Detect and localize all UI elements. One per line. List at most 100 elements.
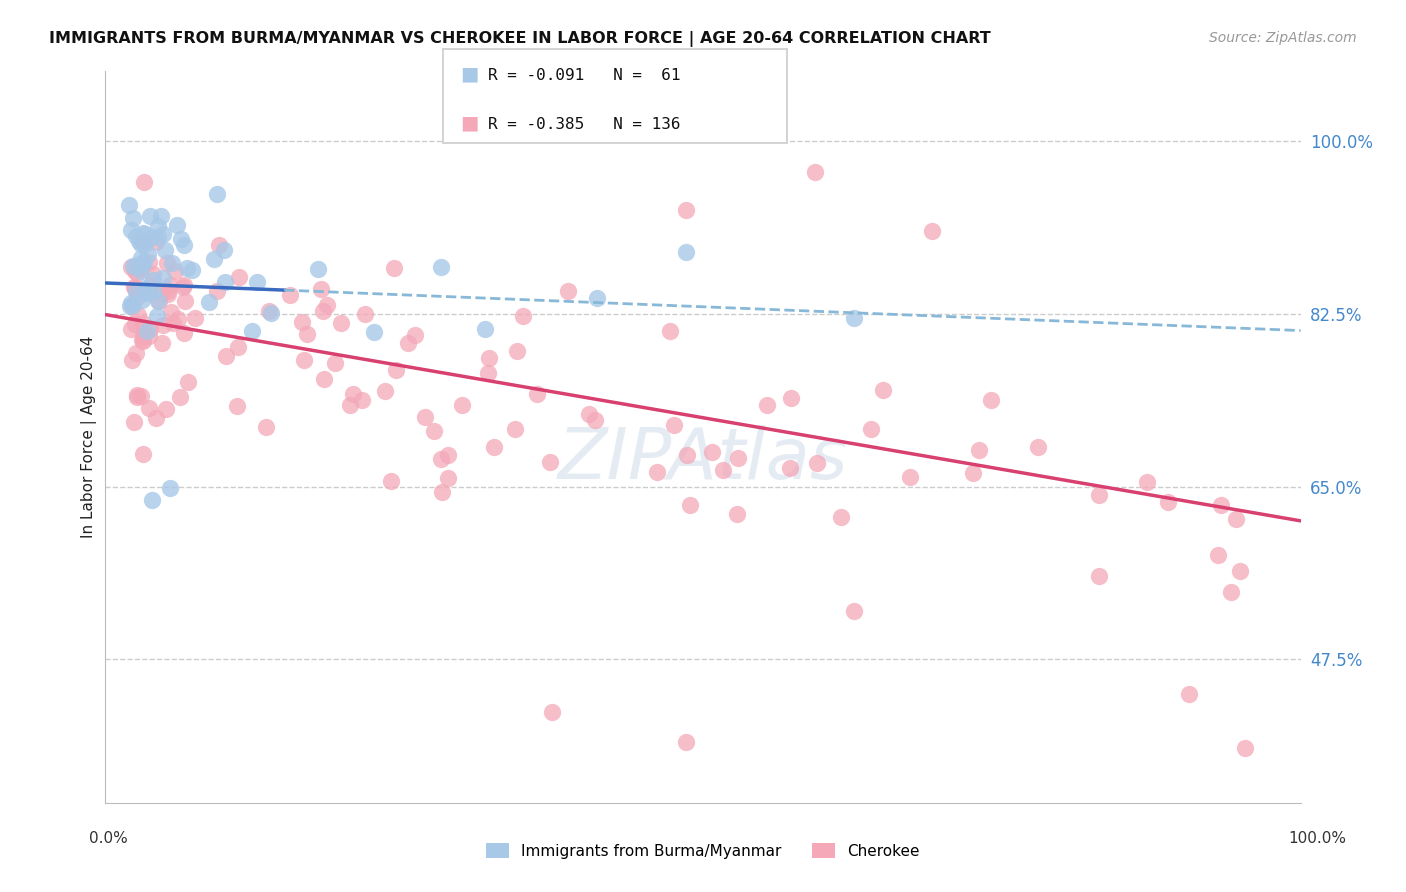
Point [541, 705, 564, 719]
Point [226, 340, 249, 354]
Point [969, 443, 991, 458]
Point [132, 255, 155, 269]
Point [212, 243, 235, 257]
Point [702, 445, 724, 459]
Point [780, 391, 803, 405]
Point [124, 285, 146, 299]
Point [132, 235, 155, 250]
Point [150, 210, 173, 224]
Point [173, 238, 195, 252]
Point [131, 333, 153, 347]
Point [125, 388, 148, 402]
Point [132, 334, 155, 349]
Point [350, 393, 373, 408]
Point [142, 273, 165, 287]
Point [779, 460, 801, 475]
Point [1233, 741, 1256, 756]
Point [131, 252, 153, 266]
Point [900, 470, 922, 484]
Point [309, 282, 332, 296]
Point [478, 351, 501, 366]
Point [160, 305, 183, 319]
Point [135, 283, 157, 297]
Point [291, 315, 314, 329]
Point [155, 402, 177, 417]
Text: 100.0%: 100.0% [1288, 831, 1347, 846]
Point [647, 465, 669, 479]
Point [129, 264, 152, 278]
Point [962, 467, 984, 481]
Point [181, 263, 204, 277]
Point [240, 324, 263, 338]
Point [134, 237, 156, 252]
Point [396, 336, 419, 351]
Point [311, 303, 333, 318]
Point [430, 484, 453, 499]
Point [159, 482, 181, 496]
Point [174, 293, 197, 308]
Point [138, 401, 160, 416]
Point [727, 450, 749, 465]
Point [125, 266, 148, 280]
Legend: Immigrants from Burma/Myanmar, Cherokee: Immigrants from Burma/Myanmar, Cherokee [479, 837, 927, 864]
Point [149, 286, 172, 301]
Point [437, 471, 460, 485]
Point [132, 447, 155, 461]
Point [121, 352, 143, 367]
Point [122, 211, 145, 225]
Text: Source: ZipAtlas.com: Source: ZipAtlas.com [1209, 31, 1357, 45]
Point [429, 260, 451, 274]
Point [129, 236, 152, 251]
Point [145, 411, 167, 425]
Point [1087, 569, 1109, 583]
Point [166, 218, 188, 232]
Point [586, 292, 609, 306]
Point [135, 324, 157, 338]
Point [254, 420, 277, 434]
Point [120, 260, 142, 274]
Point [1225, 512, 1247, 526]
Point [1087, 488, 1109, 502]
Point [120, 296, 142, 310]
Point [118, 300, 141, 314]
Point [450, 398, 472, 412]
Point [658, 324, 681, 338]
Point [152, 270, 174, 285]
Point [503, 422, 526, 436]
Point [167, 311, 190, 326]
Text: ZIPAtlas: ZIPAtlas [558, 425, 848, 493]
Point [124, 281, 146, 295]
Point [413, 409, 436, 424]
Point [157, 287, 180, 301]
Point [141, 230, 163, 244]
Point [122, 298, 145, 312]
Point [122, 260, 145, 274]
Point [173, 277, 195, 292]
Point [385, 363, 408, 377]
Point [150, 336, 173, 351]
Point [323, 356, 346, 370]
Point [215, 349, 238, 363]
Point [675, 202, 697, 217]
Text: R = -0.385   N = 136: R = -0.385 N = 136 [488, 118, 681, 132]
Point [173, 326, 195, 340]
Point [131, 293, 153, 307]
Y-axis label: In Labor Force | Age 20-64: In Labor Force | Age 20-64 [82, 336, 97, 538]
Point [245, 275, 267, 289]
Point [125, 259, 148, 273]
Point [125, 228, 148, 243]
Point [980, 393, 1002, 408]
Point [557, 284, 579, 298]
Point [156, 284, 179, 298]
Point [122, 415, 145, 429]
Point [176, 261, 198, 276]
Point [145, 309, 167, 323]
Point [162, 317, 184, 331]
Point [138, 328, 160, 343]
Point [755, 398, 778, 412]
Point [131, 329, 153, 343]
Point [148, 294, 170, 309]
Point [141, 493, 163, 508]
Point [1157, 495, 1180, 509]
Point [1136, 475, 1159, 490]
